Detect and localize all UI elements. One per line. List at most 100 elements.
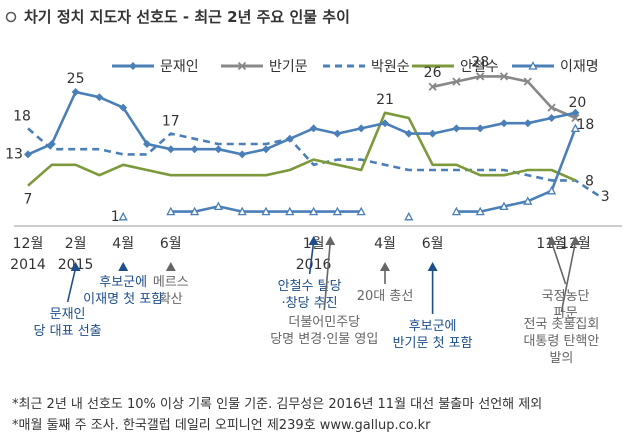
annotation-arrow-line <box>560 241 577 313</box>
arrow-up-icon <box>546 236 557 245</box>
annotation-text: 문재인 <box>50 307 86 322</box>
series-line <box>27 127 600 198</box>
diamond-marker <box>500 119 508 128</box>
data-point <box>309 124 318 133</box>
value-label: 3 <box>601 189 610 205</box>
arrow-up-icon <box>165 262 176 271</box>
value-label: 13 <box>5 146 23 162</box>
data-point <box>262 145 270 154</box>
annotation-text: 후보군에 <box>99 275 147 290</box>
diamond-marker <box>452 124 461 133</box>
x-tick-year: 2014 <box>10 257 46 273</box>
triangle-marker <box>451 206 461 216</box>
diamond-marker <box>166 145 175 154</box>
annotation-text: 안철수 탈당 <box>278 279 342 294</box>
annotation-text: 이재명 첫 포함 <box>83 292 163 307</box>
data-point <box>452 77 461 86</box>
triangle-marker <box>356 206 366 216</box>
data-point <box>571 113 580 123</box>
data-point <box>428 82 437 91</box>
arrow-up-icon <box>570 236 581 245</box>
data-point <box>523 77 532 86</box>
data-point <box>190 206 200 216</box>
annotation-text: ·창당 추진 <box>282 296 338 311</box>
data-point <box>404 129 413 138</box>
diamond-marker <box>47 140 56 148</box>
legend-label: 안철수 <box>460 59 499 75</box>
x-tick-label: 6월 <box>160 236 182 252</box>
diamond-marker <box>214 145 223 154</box>
triangle-marker <box>523 196 533 205</box>
diamond-marker <box>238 150 247 159</box>
data-point <box>381 119 389 128</box>
x-tick-label: 4월 <box>112 236 134 252</box>
diamond-marker <box>404 129 413 138</box>
data-point <box>71 88 80 96</box>
data-point <box>547 103 556 112</box>
annotation-arrow-line <box>323 241 332 311</box>
diamond-marker <box>285 134 294 143</box>
x-tick-year: 2016 <box>296 257 332 273</box>
annotation-text: 반기문 첫 포함 <box>393 336 473 351</box>
data-point <box>404 211 414 221</box>
diamond-marker <box>309 124 318 133</box>
x-tick-label: 6월 <box>422 236 444 252</box>
data-point <box>24 150 32 159</box>
annotation-text: 국정농단 <box>542 289 590 304</box>
x-tick-label: 4월 <box>374 236 396 252</box>
triangle-marker <box>237 206 247 216</box>
data-point <box>428 129 437 138</box>
annotation-text: 발의 <box>549 351 573 366</box>
diamond-marker <box>119 103 128 112</box>
value-label: 18 <box>13 108 31 124</box>
legend-item: 이재명 <box>512 59 599 75</box>
triangle-marker <box>118 211 128 221</box>
data-point <box>190 145 199 154</box>
triangle-marker <box>213 201 223 211</box>
x-marker <box>237 61 247 71</box>
diamond-marker <box>476 124 485 133</box>
annotation-text: 후보군에 <box>409 319 457 334</box>
legend-label: 문재인 <box>160 59 199 75</box>
data-point <box>285 134 294 143</box>
data-point <box>118 211 128 221</box>
legend-label: 반기문 <box>269 59 308 75</box>
data-point <box>285 206 295 216</box>
footnote: *최근 2년 내 선호도 10% 이상 기록 인물 기준. 김무성은 2016년… <box>12 397 542 412</box>
legend-label: 이재명 <box>560 59 599 75</box>
data-point <box>451 206 461 216</box>
diamond-marker <box>24 150 32 159</box>
arrow-up-icon <box>380 262 390 271</box>
triangle-marker <box>404 211 414 221</box>
data-point <box>238 150 247 159</box>
data-point <box>119 103 128 112</box>
data-point <box>547 114 556 122</box>
data-point <box>237 206 247 216</box>
data-point <box>357 124 366 133</box>
data-point <box>500 119 508 128</box>
diamond-marker <box>262 145 270 154</box>
value-label: 8 <box>585 173 594 189</box>
diamond-marker <box>143 140 151 148</box>
annotation-arrow-line <box>66 267 77 303</box>
annotation-text: 당명 변경·인물 영입 <box>270 332 378 347</box>
x-marker <box>499 72 509 81</box>
diamond-marker <box>357 124 366 133</box>
legend-item: 안철수 <box>412 59 499 75</box>
value-label: 21 <box>376 92 394 108</box>
diamond-marker <box>428 129 437 138</box>
x-marker <box>547 103 556 112</box>
data-point <box>356 206 366 216</box>
triangle-marker <box>261 206 271 216</box>
diamond-marker <box>190 145 199 154</box>
diamond-marker <box>129 62 137 70</box>
data-point <box>213 201 223 211</box>
x-tick-label: 2월 <box>65 236 87 252</box>
data-point <box>547 185 557 195</box>
series-line <box>27 111 576 187</box>
diamond-marker <box>333 129 342 138</box>
data-point <box>523 196 533 205</box>
